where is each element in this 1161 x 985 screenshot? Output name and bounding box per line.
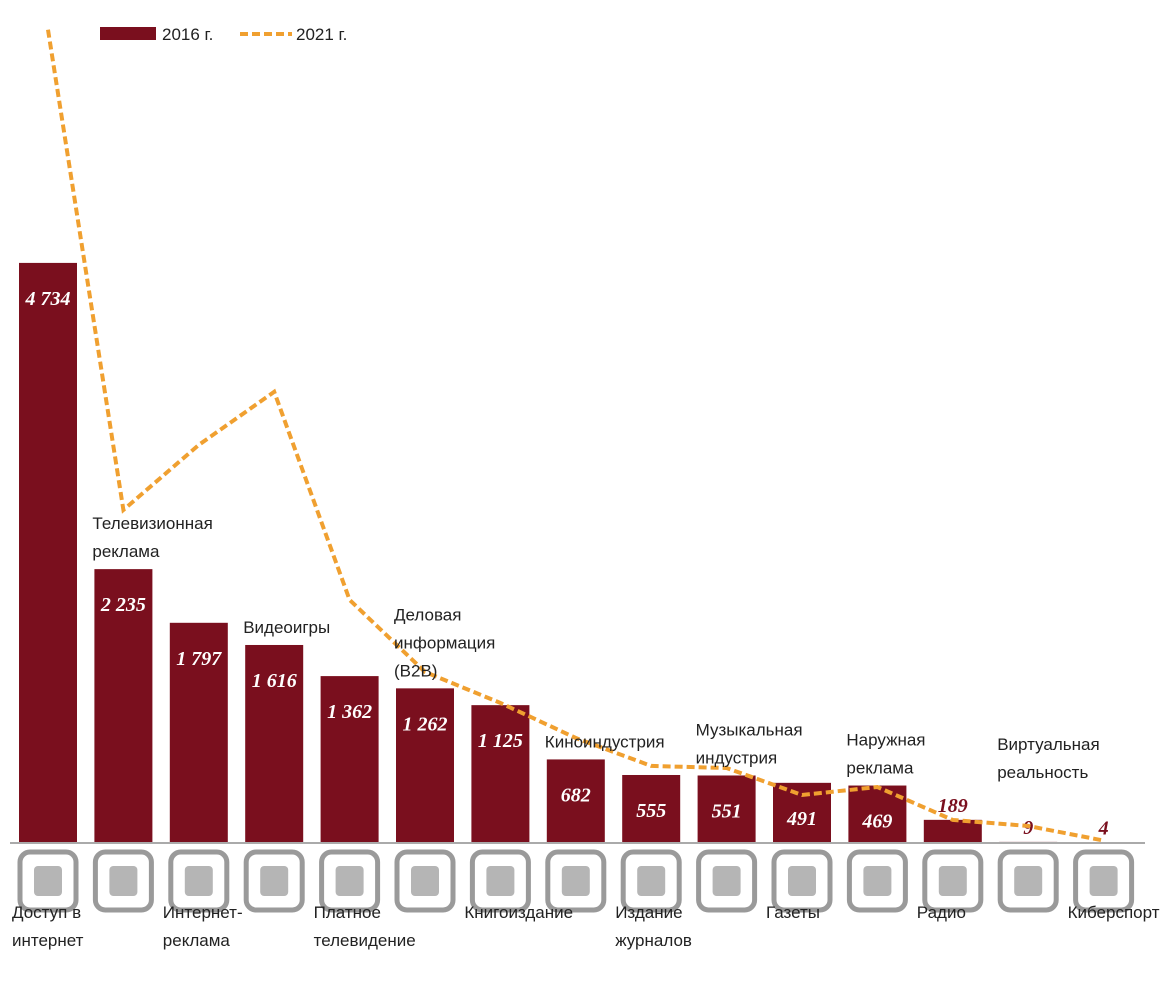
icon [486,866,515,896]
bar [923,819,982,843]
icon [335,866,364,896]
value-label: 4 734 [25,288,71,310]
icon [712,866,741,896]
icon [1089,866,1118,896]
legend-swatch [100,27,156,40]
value-label: 1 262 [403,713,448,735]
icon [997,849,1059,913]
icon [863,866,892,896]
icon [109,866,138,896]
category-label: Доступ в интернет [12,903,84,950]
category-label: Телевизионная реклама [92,514,212,561]
icon [394,849,456,913]
icon [260,866,289,896]
category-label: Киберспорт [1068,903,1160,922]
icon [411,866,439,896]
legend-label: 2016 г. [162,25,213,44]
category-label: Издание журналов [615,903,692,950]
icon [846,849,908,913]
icon [620,849,682,913]
category-label: Книгоиздание [464,903,573,922]
icon [1073,849,1135,913]
icon [637,866,666,896]
value-label: 551 [712,800,742,822]
category-label: Музыкальная индустрия [696,720,803,767]
bar [471,705,530,843]
value-label: 1 125 [478,730,523,752]
category-label: Видеоигры [243,618,330,637]
category-label: Газеты [766,903,820,922]
value-label: 189 [938,795,968,817]
value-label: 555 [636,800,666,822]
bar [396,688,454,843]
icon [938,866,967,896]
icon [168,849,230,913]
value-label: 2 235 [100,594,146,616]
icon [561,866,590,896]
bar [320,676,379,843]
value-label: 682 [561,784,591,806]
icon [922,849,984,913]
icon [34,866,62,896]
legend-label: 2021 г. [296,25,347,44]
value-label: 1 797 [176,648,222,670]
value-label: 491 [786,808,817,830]
bar [546,759,605,843]
bar [19,262,77,844]
bar [169,622,228,843]
category-label: Виртуальная реальность [997,735,1099,782]
category-label: Деловая информация (B2B) [394,605,495,680]
bar [245,644,304,843]
icon [243,849,305,913]
icon [319,849,381,913]
icon [92,849,154,913]
line-series [46,29,1104,843]
icon [1014,866,1043,896]
category-label: Радио [917,903,966,922]
category-label: Платное телевидение [314,903,416,950]
category-label: Киноиндустрия [545,732,665,751]
category-label: Интернет-реклама [163,903,243,950]
icon [17,849,79,913]
icon [788,866,816,896]
bar [94,569,153,843]
value-label: 1 616 [252,670,297,692]
icon [771,849,833,913]
value-label: 1 362 [327,701,372,723]
bar [697,775,756,843]
icon [696,849,758,913]
bar [622,774,681,843]
icon [469,849,531,913]
value-label: 469 [861,811,892,833]
icon [545,849,607,913]
icon [184,866,213,896]
category-label: Наружная реклама [846,731,925,778]
value-label: 4 [1098,818,1109,840]
